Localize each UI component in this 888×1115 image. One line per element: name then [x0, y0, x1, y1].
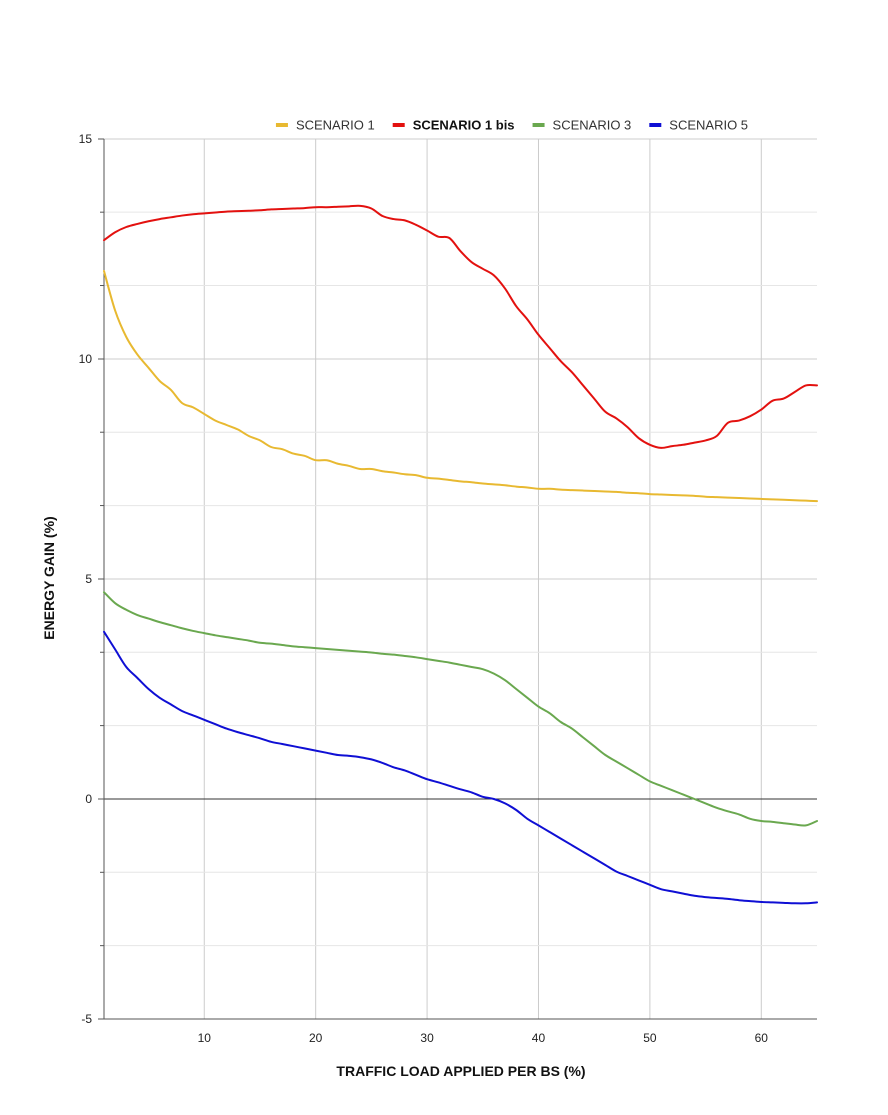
- legend-item: SCENARIO 3: [532, 118, 632, 133]
- legend-label: SCENARIO 3: [553, 118, 632, 133]
- legend-swatch: [275, 123, 288, 127]
- legend-label: SCENARIO 5: [669, 118, 748, 133]
- gridlines: [104, 138, 817, 1020]
- series-line-scenario-1-bis: [103, 204, 818, 449]
- legend-swatch: [649, 123, 662, 127]
- axes: -5 0 5 10 15 10 20 30 40 50 60: [79, 132, 817, 1045]
- series-line-scenario-1: [103, 270, 818, 503]
- legend-swatch: [532, 123, 545, 127]
- legend-label: SCENARIO 1: [296, 118, 375, 133]
- x-tick-label: 60: [755, 1031, 769, 1045]
- x-tick-label: 50: [643, 1031, 657, 1045]
- x-tick-label: 10: [198, 1031, 212, 1045]
- legend-item: SCENARIO 1: [275, 118, 375, 133]
- series-line-scenario-5: [103, 630, 818, 905]
- x-axis-title: TRAFFIC LOAD APPLIED PER BS (%): [336, 1063, 585, 1079]
- y-axis-title: ENERGY GAIN (%): [41, 516, 57, 639]
- legend-swatch: [392, 123, 405, 127]
- series-lines: [103, 204, 818, 905]
- x-tick-label: 20: [309, 1031, 323, 1045]
- y-tick-label: 5: [85, 572, 92, 586]
- y-tick-label: -5: [81, 1012, 92, 1026]
- x-tick-label: 40: [532, 1031, 546, 1045]
- series-line-scenario-3: [103, 591, 818, 827]
- legend-item: SCENARIO 1 bis: [392, 118, 515, 133]
- legend-label: SCENARIO 1 bis: [413, 118, 515, 133]
- y-tick-label: 0: [85, 792, 92, 806]
- legend-item: SCENARIO 5: [649, 118, 748, 133]
- y-tick-label: 10: [79, 352, 93, 366]
- legend: SCENARIO 1 SCENARIO 1 bis SCENARIO 3 SCENAR…: [275, 118, 748, 133]
- x-tick-label: 30: [420, 1031, 434, 1045]
- y-tick-label: 15: [79, 132, 93, 146]
